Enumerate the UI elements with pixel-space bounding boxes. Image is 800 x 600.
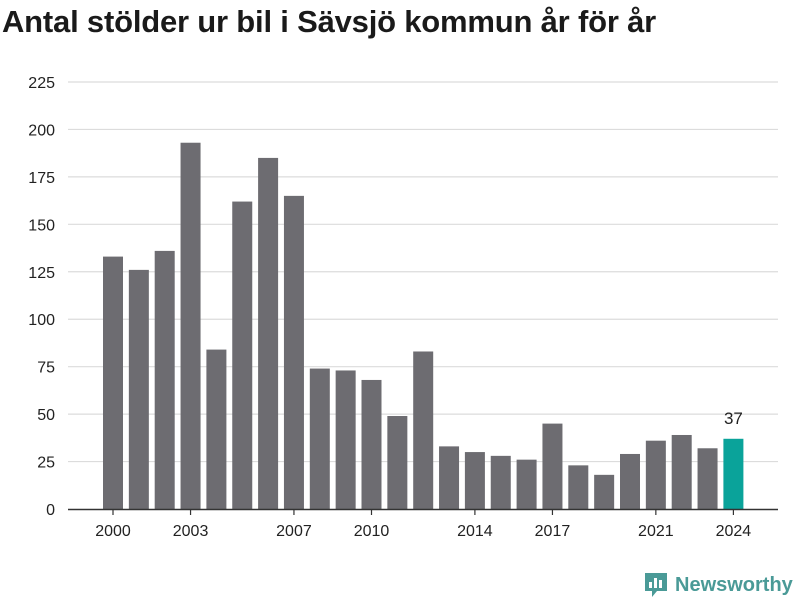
y-tick-label: 50	[37, 407, 55, 424]
bar-2004	[206, 349, 227, 509]
y-tick-label: 0	[46, 502, 55, 519]
y-tick-label: 75	[37, 360, 55, 377]
bar-2005	[232, 201, 253, 509]
x-tick-label: 2021	[638, 523, 674, 540]
x-tick-label: 2007	[276, 523, 312, 540]
bar-2007	[283, 195, 304, 509]
data-label-highlight: 37	[724, 409, 743, 428]
bar-2013	[439, 446, 460, 509]
x-axis: 2000 2003 2007 2010 2014 2017 2021 2024	[68, 508, 778, 540]
bar-2017	[542, 423, 563, 509]
brand-name: Newsworthy	[675, 573, 793, 596]
bars	[103, 142, 744, 509]
bar-2019	[594, 474, 615, 509]
x-tick-label: 2000	[95, 523, 131, 540]
y-tick-label: 25	[37, 455, 55, 472]
bar-2024	[723, 438, 744, 509]
y-tick-label: 175	[28, 170, 55, 187]
y-axis-ticks: 0 25 50 75 100 125 150 175 200 225	[28, 75, 55, 519]
x-tick-label: 2014	[457, 523, 493, 540]
bar-2016	[516, 459, 537, 509]
bar-2010	[361, 379, 382, 509]
y-tick-label: 150	[28, 217, 55, 234]
bar-2000	[103, 256, 123, 509]
x-tick-label: 2003	[173, 523, 209, 540]
bar-2001	[128, 269, 149, 509]
y-tick-label: 100	[28, 312, 55, 329]
bar-2021	[645, 440, 666, 509]
x-tick-label: 2024	[716, 523, 752, 540]
data-labels: 37	[724, 409, 743, 428]
x-tick-label: 2010	[354, 523, 390, 540]
bar-2011	[387, 416, 408, 509]
y-tick-label: 125	[28, 265, 55, 282]
bar-2012	[413, 351, 434, 509]
bar-2022	[671, 434, 692, 509]
bar-2006	[258, 157, 279, 509]
bar-2002	[154, 250, 175, 509]
chart-title: Antal stölder ur bil i Sävsjö kommun år …	[2, 4, 657, 39]
bar-2015	[490, 455, 511, 509]
bar-2014	[464, 452, 485, 509]
bar-2020	[620, 453, 640, 509]
bar-2008	[309, 368, 330, 509]
x-tick-label: 2017	[535, 523, 571, 540]
bar-2009	[335, 370, 356, 509]
bar-2003	[180, 142, 201, 509]
bar-2018	[568, 465, 589, 509]
bar-2023	[697, 448, 718, 509]
y-tick-label: 225	[28, 75, 55, 92]
newsworthy-logo-icon	[645, 573, 667, 597]
newsworthy-logo: Newsworthy	[643, 570, 793, 600]
y-tick-label: 200	[28, 122, 55, 139]
